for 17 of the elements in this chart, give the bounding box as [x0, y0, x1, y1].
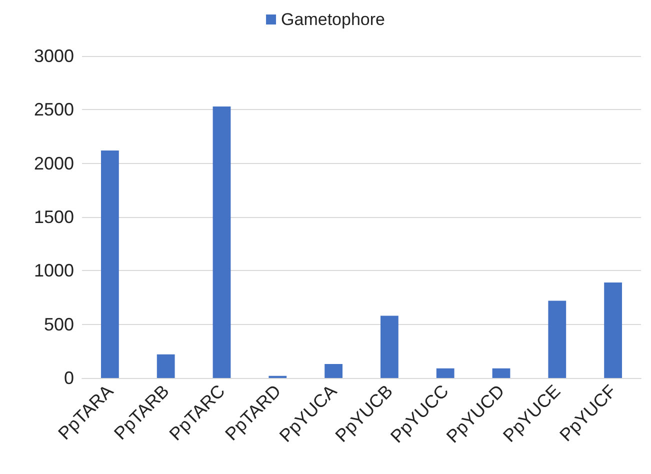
y-tick-label: 2500	[34, 100, 74, 120]
y-tick-label: 2000	[34, 153, 74, 174]
bar	[436, 368, 454, 378]
y-tick-label: 0	[64, 368, 74, 388]
y-tick-label: 3000	[34, 46, 74, 66]
bar	[548, 300, 566, 378]
bar	[380, 316, 398, 378]
bar	[212, 106, 231, 378]
y-tick-label: 1000	[34, 260, 74, 281]
bar	[156, 354, 175, 378]
bar	[604, 282, 622, 378]
bar	[101, 150, 119, 378]
legend-label: Gametophore	[281, 10, 385, 29]
y-tick-label: 1500	[34, 207, 74, 227]
bar	[492, 368, 510, 378]
y-tick-label: 500	[44, 314, 74, 334]
bar	[324, 364, 342, 378]
